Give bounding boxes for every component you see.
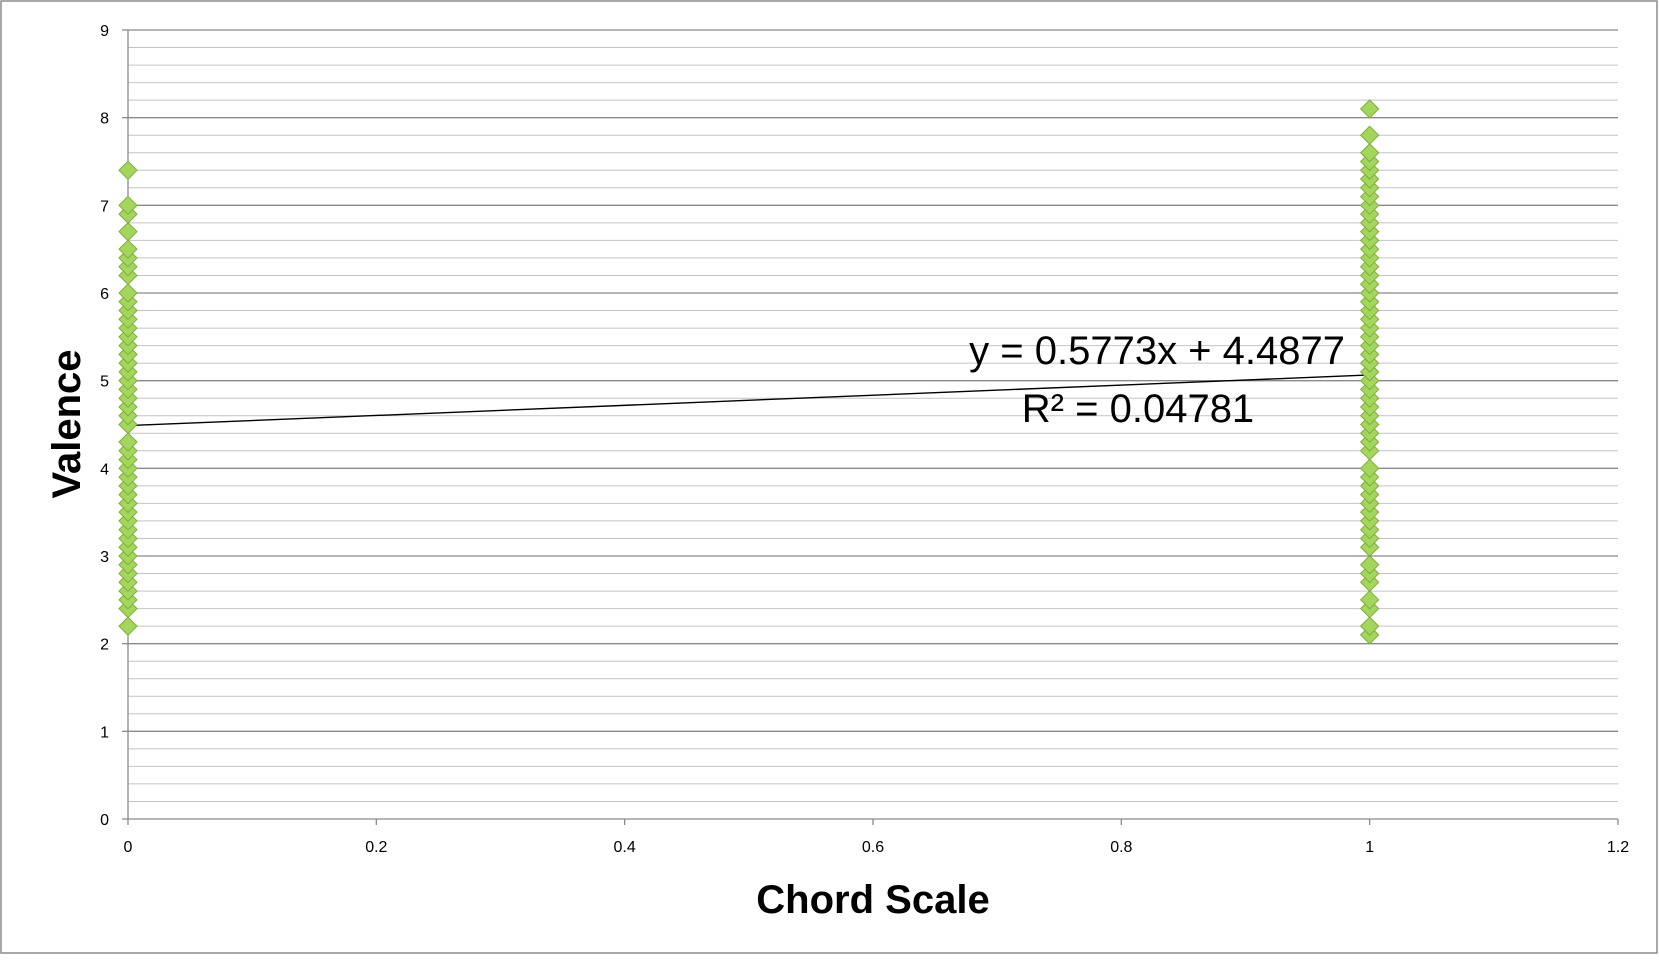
data-point <box>1359 143 1380 163</box>
trendline-r-squared: R² = 0.04781 <box>1022 387 1254 431</box>
y-tick-label: 4 <box>100 461 109 478</box>
y-tick-label: 7 <box>100 198 109 215</box>
y-tick-label: 3 <box>100 549 109 566</box>
data-point <box>1359 616 1380 636</box>
data-point <box>1359 125 1380 145</box>
x-tick-label: 0.6 <box>862 839 884 856</box>
y-tick-label: 8 <box>100 111 109 128</box>
y-tick-label: 2 <box>100 637 109 654</box>
data-point <box>118 283 138 303</box>
trendline-equation: y = 0.5773x + 4.4877 <box>969 329 1345 373</box>
data-point <box>118 432 138 452</box>
labels: y = 0.5773x + 4.4877 R² = 0.04781 Chord … <box>45 329 1345 922</box>
data-point <box>118 239 138 259</box>
x-tick-label: 1 <box>1365 839 1374 856</box>
data-point <box>1359 458 1380 479</box>
trendline-group <box>127 374 1370 427</box>
x-tick-label: 0 <box>124 839 133 856</box>
y-tick-label: 9 <box>100 23 109 40</box>
data-points <box>118 99 1380 645</box>
data-point <box>118 616 138 636</box>
x-tick-label: 0.2 <box>365 839 387 856</box>
data-point <box>1359 99 1380 119</box>
data-point <box>118 195 138 216</box>
x-tick-label: 1.2 <box>1607 839 1629 856</box>
y-tick-label: 5 <box>100 374 109 391</box>
data-point <box>1359 590 1380 610</box>
data-point <box>1359 555 1380 575</box>
y-tick-label: 1 <box>100 724 109 741</box>
y-tick-label: 6 <box>100 286 109 303</box>
x-tick-label: 0.8 <box>1110 839 1132 856</box>
data-point <box>118 160 138 180</box>
data-point <box>118 221 138 242</box>
x-axis-title: Chord Scale <box>756 878 989 922</box>
y-tick-label: 0 <box>100 812 109 829</box>
x-tick-label: 0.4 <box>614 839 636 856</box>
y-axis-title: Valence <box>45 349 89 498</box>
trendline <box>127 374 1370 427</box>
